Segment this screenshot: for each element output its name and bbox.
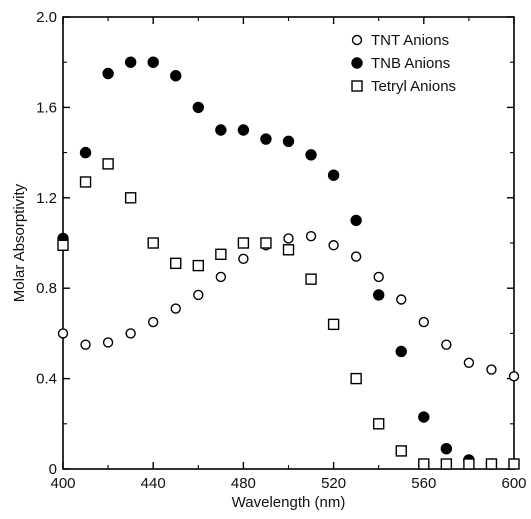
series-tnt-anions xyxy=(57,231,520,382)
data-point xyxy=(170,257,182,270)
x-tick-label: 520 xyxy=(321,475,346,492)
y-tick-label: 0.4 xyxy=(36,371,57,388)
data-point xyxy=(440,458,453,470)
data-point xyxy=(215,271,227,283)
data-point xyxy=(147,316,159,328)
data-point xyxy=(508,371,520,382)
data-point xyxy=(215,248,227,261)
data-point xyxy=(125,328,136,339)
data-point xyxy=(327,169,340,181)
data-point xyxy=(237,237,250,249)
data-point xyxy=(485,458,498,470)
data-point xyxy=(396,294,407,305)
data-point xyxy=(79,146,92,159)
data-point xyxy=(373,289,385,301)
legend-label: TNB Anions xyxy=(371,55,450,72)
data-point xyxy=(170,70,182,82)
data-point xyxy=(463,357,475,368)
x-tick-label: 400 xyxy=(50,475,75,492)
data-point xyxy=(102,67,114,80)
data-point xyxy=(327,318,340,331)
x-tick-label: 600 xyxy=(501,475,526,492)
data-point xyxy=(508,458,520,470)
data-point xyxy=(373,418,385,430)
data-point xyxy=(305,273,317,285)
data-point xyxy=(395,345,407,358)
legend-label: TNT Anions xyxy=(371,32,449,49)
data-point xyxy=(486,364,497,375)
data-point xyxy=(57,328,69,339)
data-point xyxy=(305,231,317,242)
data-point xyxy=(238,253,249,265)
legend-label: Tetryl Anions xyxy=(371,78,456,95)
data-point xyxy=(57,239,69,251)
data-point xyxy=(305,149,317,161)
data-point xyxy=(350,251,362,262)
data-point xyxy=(350,372,362,385)
x-axis-title: Wavelength (nm) xyxy=(232,494,346,511)
data-point xyxy=(283,233,294,244)
data-point xyxy=(193,289,204,301)
x-axis-ticks: 400 440 480 520 560 600 xyxy=(50,17,527,492)
data-point xyxy=(350,214,362,227)
y-axis-title: Molar Absorptivity xyxy=(11,183,28,302)
series-tetryl-anions xyxy=(57,158,520,470)
legend-marker xyxy=(351,34,363,46)
data-point xyxy=(192,101,205,114)
y-tick-label: 2.0 xyxy=(36,9,57,26)
data-point xyxy=(80,339,91,350)
data-point xyxy=(102,337,114,348)
data-point xyxy=(418,458,430,470)
data-point xyxy=(418,411,430,423)
data-point xyxy=(147,237,159,249)
data-point xyxy=(215,124,227,136)
legend: TNT Anions TNB Anions Tetryl Anions xyxy=(351,32,456,95)
data-point xyxy=(282,135,295,148)
data-point xyxy=(260,133,272,145)
y-tick-label: 0 xyxy=(49,461,57,478)
x-tick-label: 440 xyxy=(141,475,166,492)
data-point xyxy=(237,124,250,136)
data-point xyxy=(282,244,295,256)
data-point xyxy=(441,339,452,350)
y-tick-label: 0.8 xyxy=(36,280,57,297)
data-series xyxy=(57,56,520,470)
series-tnb-anions xyxy=(57,56,520,470)
y-tick-label: 1.2 xyxy=(36,190,57,207)
x-tick-label: 480 xyxy=(231,475,256,492)
data-point xyxy=(440,442,453,455)
data-point xyxy=(395,445,407,457)
legend-marker xyxy=(351,80,363,92)
data-point xyxy=(102,158,114,170)
y-axis-ticks: 0 0.4 0.8 1.2 1.6 2.0 xyxy=(36,9,514,478)
x-tick-label: 560 xyxy=(411,475,436,492)
data-point xyxy=(124,192,137,204)
data-point xyxy=(260,237,272,249)
y-tick-label: 1.6 xyxy=(36,99,57,116)
data-point xyxy=(192,259,205,272)
data-point xyxy=(124,56,137,68)
data-point xyxy=(373,271,384,283)
legend-marker xyxy=(351,57,363,69)
data-point xyxy=(79,176,92,188)
data-point xyxy=(418,316,429,328)
data-point xyxy=(170,303,181,314)
data-point xyxy=(147,56,159,68)
data-point xyxy=(463,458,475,470)
data-point xyxy=(328,240,339,251)
